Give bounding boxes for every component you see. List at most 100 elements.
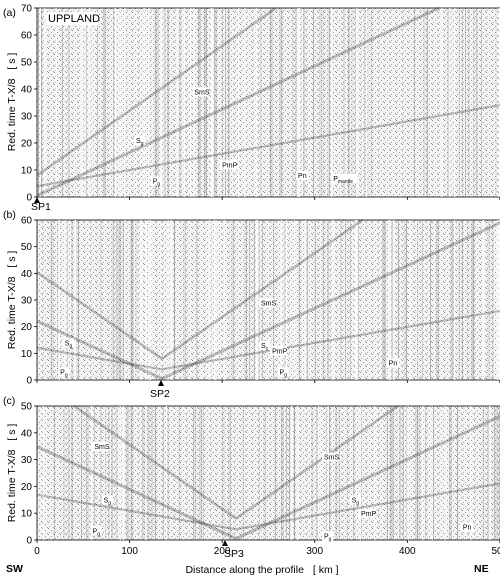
phase-label-main: SmS [261, 300, 277, 307]
title-box [46, 12, 98, 25]
x-tick-label: 300 [306, 546, 323, 557]
trace-dark [105, 406, 107, 540]
phase-label-main: P [280, 370, 285, 377]
trace-dark [178, 406, 180, 540]
trace-dark [249, 220, 251, 380]
arrival-band [161, 221, 500, 381]
trace-gap [497, 220, 499, 380]
trace-gap [422, 406, 424, 540]
trace-dark [458, 220, 460, 380]
trace-dark [113, 8, 115, 197]
panel-c-shotpoint-label: SP3 [224, 548, 244, 560]
panel-b-shotpoint-marker [158, 380, 164, 386]
trace-dark [270, 8, 271, 197]
trace-dark [457, 406, 459, 540]
y-tick-label: 30 [21, 296, 33, 307]
trace-gap [44, 8, 46, 197]
trace-gap [297, 8, 299, 197]
trace-gap [114, 8, 116, 197]
phase-label: Pg [324, 534, 332, 543]
trace-gap [145, 220, 147, 380]
trace-dark [348, 8, 350, 197]
trace-dark [327, 8, 329, 197]
panel-a-letter: (a) [3, 7, 16, 19]
trace-dark [201, 406, 203, 540]
y-tick-label: 30 [21, 455, 33, 466]
trace-dark [52, 220, 54, 380]
trace-dark [340, 220, 342, 380]
trace-dark [346, 406, 348, 540]
y-tick-label: 40 [21, 428, 33, 439]
trace-dark [327, 220, 329, 380]
trace-dark [68, 406, 70, 540]
trace-dark [174, 220, 175, 380]
trace-dark [198, 8, 199, 197]
trace-gap [170, 220, 172, 380]
trace-dark [271, 8, 273, 197]
phase-label-main: P [153, 179, 158, 186]
panel-b-letter: (b) [3, 209, 16, 221]
trace-dark [322, 8, 324, 197]
trace-dark [132, 220, 134, 380]
trace-dark [473, 8, 475, 197]
trace-dark [242, 406, 244, 540]
trace-dark [86, 406, 87, 540]
phase-label: Pmantle [333, 176, 353, 185]
trace-dark [393, 406, 395, 540]
x-tick-label: 400 [399, 546, 416, 557]
y-tick-label: 0 [26, 536, 32, 547]
phase-label-box [62, 338, 74, 348]
trace-dark [71, 406, 73, 540]
phase-label-main: Pn [389, 360, 398, 367]
trace-dark [142, 406, 143, 540]
trace-dark [458, 8, 460, 197]
phase-label: Pn [463, 524, 472, 531]
phase-label-sub: g [69, 343, 72, 349]
trace-dark [370, 8, 372, 197]
panel-c-y-label-text: Red. time T-X/8 [6, 449, 18, 522]
trace-gap [297, 406, 299, 540]
trace-dark [386, 406, 388, 540]
trace-dark [119, 220, 121, 380]
trace-dark [462, 220, 463, 380]
trace-dark [495, 406, 497, 540]
panel-a-shotpoint-marker [34, 197, 40, 203]
trace-dark [311, 406, 313, 540]
phase-label-box [134, 136, 146, 145]
trace-gap [441, 8, 443, 197]
phase-label-main: P [333, 176, 338, 183]
trace-dark [41, 8, 43, 197]
phase-label-main: P [324, 534, 329, 541]
trace-dark [222, 406, 223, 540]
panel-b-y-ticks: 0 10 20 30 40 50 60 [21, 216, 500, 387]
x-tick-label: 500 [492, 546, 500, 557]
trace-dark [111, 220, 113, 380]
arrival-band [36, 6, 277, 177]
trace-gap [58, 220, 60, 380]
trace-dark [452, 220, 454, 380]
trace-gap [183, 8, 185, 197]
phase-label: Pg [93, 528, 101, 537]
trace-gap [161, 8, 163, 197]
phase-label-box [90, 526, 102, 536]
y-tick-label: 30 [21, 112, 33, 123]
trace-gap [39, 8, 41, 197]
trace-gap [356, 8, 358, 197]
trace-dark [449, 406, 451, 540]
phase-label: Sg [65, 340, 73, 349]
trace-dark [116, 406, 118, 540]
trace-dark [326, 406, 327, 540]
trace-gap [244, 8, 246, 197]
trace-gap [223, 220, 225, 380]
y-tick-label: 60 [21, 216, 33, 227]
y-tick-label: 50 [21, 402, 33, 413]
y-tick-label: 0 [26, 193, 32, 204]
trace-dark [487, 406, 489, 540]
trace-gap [193, 8, 195, 197]
trace-dark [462, 8, 463, 197]
y-tick-label: 60 [21, 31, 33, 42]
trace-dark [230, 406, 231, 540]
y-tick-label: 50 [21, 58, 33, 69]
